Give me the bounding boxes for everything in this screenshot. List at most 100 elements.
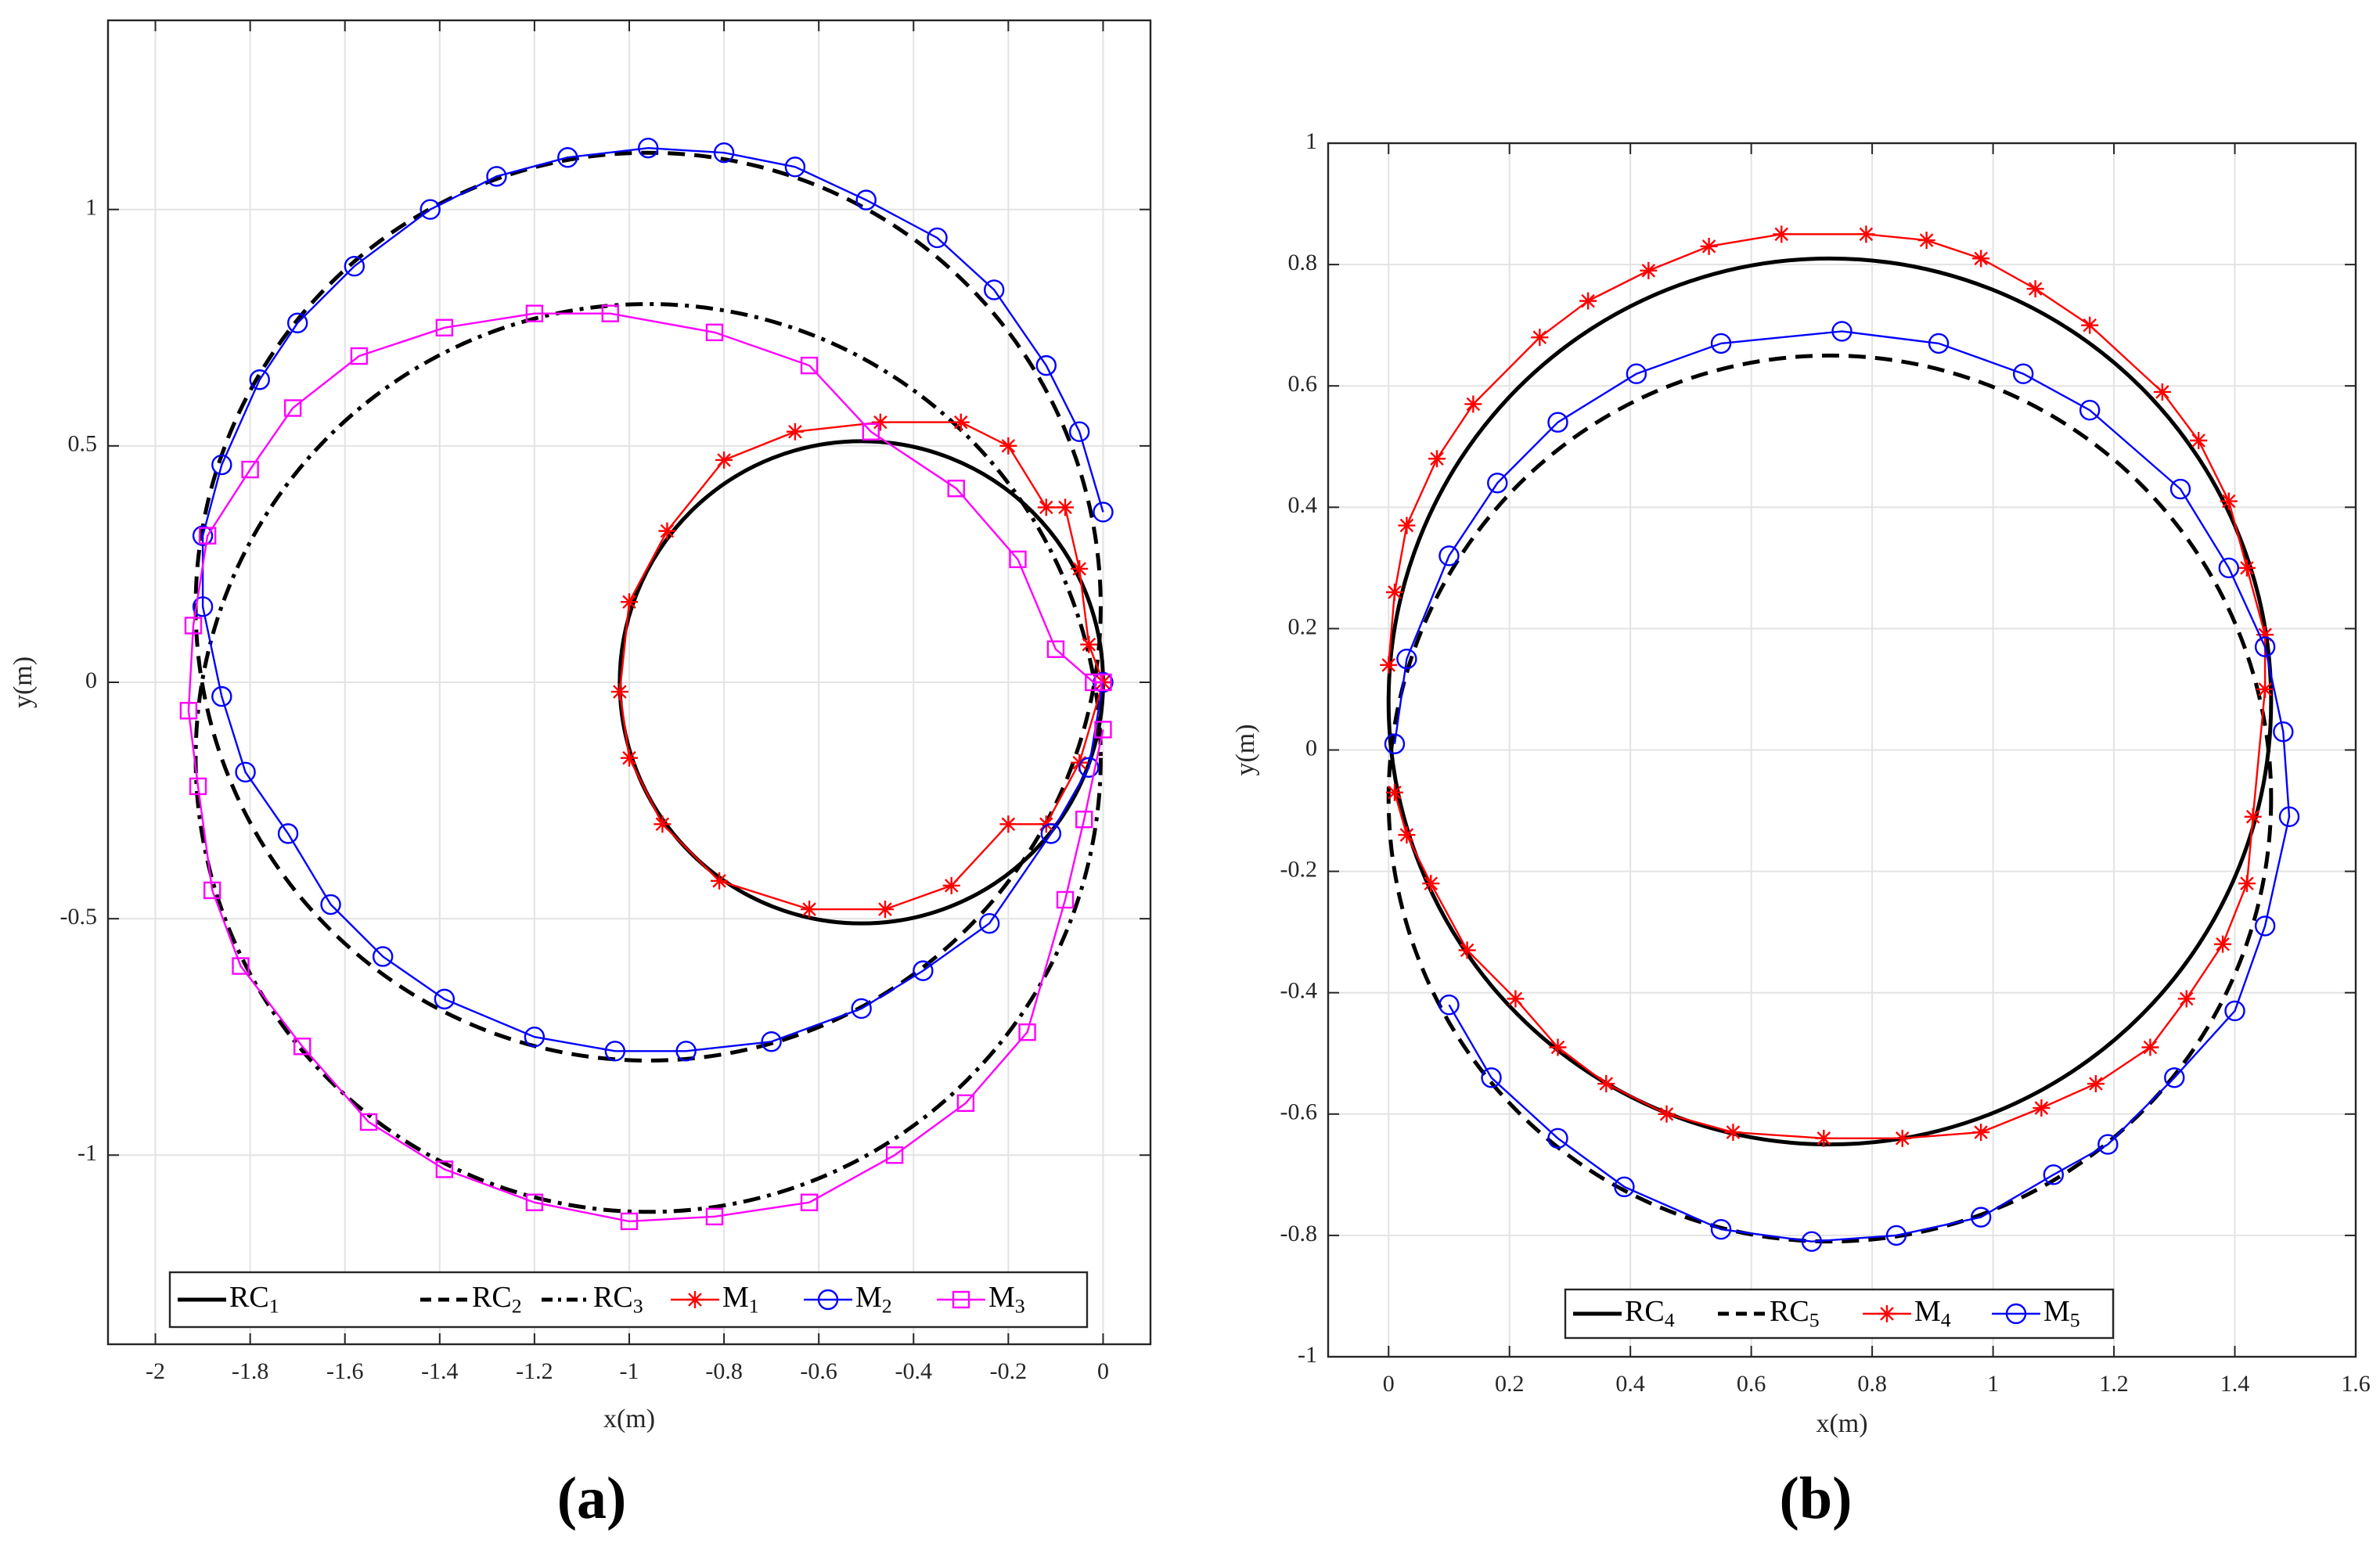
series-m5-point [1928,333,1950,354]
series-m1-point [786,423,804,441]
legend-label: M2 [855,1281,892,1318]
series-m3-line [187,312,1104,1223]
legend-item-m1: M1 [671,1281,759,1318]
series-m2-point [675,1041,697,1062]
series-m4-point [2033,1099,2051,1117]
series-m3-point [179,702,198,720]
series-m5-point [2224,1000,2245,1022]
series-m5-point [1438,545,1460,566]
series-m4-point [1700,237,1718,255]
series-m5-point [2254,915,2276,937]
series-m3-point [350,347,369,365]
series-m4-point [2256,626,2274,644]
series-m5-point [1438,994,1460,1016]
series-m3-point [198,527,217,545]
panel-b-grid [1328,142,2357,1358]
series-m1-point [1071,754,1089,772]
series-m4-point [1640,261,1658,279]
x-tick-label: -0.6 [800,1358,837,1384]
y-tick-label: -0.5 [60,904,98,930]
series-m4-point [1422,875,1440,893]
series-m4-point [1579,292,1597,310]
y-tick-label: -0.2 [1280,856,1318,882]
series-m1-point [621,749,638,767]
panel-a-series [179,137,1114,1231]
series-m4-point [2087,1075,2105,1093]
series-m2-point [1078,757,1100,778]
series-m4-point [1815,1129,1833,1147]
series-m3-point [435,1160,454,1178]
legend-label: M5 [2043,1295,2080,1332]
y-tick-label: 0.5 [68,431,98,457]
y-tick-label: 0 [1305,735,1317,761]
series-m2-point [638,137,659,159]
series-m5-point [1885,1225,1907,1246]
series-m4-point [2238,559,2256,577]
series-m1-point [1037,498,1055,516]
series-m4-point [1658,1105,1676,1123]
series-m5-point [2164,1067,2185,1088]
series-m4-point [1857,225,1875,243]
panel-b-y-axis-label: y(m) [1231,724,1260,775]
series-m3-point [800,1193,819,1211]
legend-label: RC1 [229,1281,279,1318]
series-m5-point [1801,1231,1823,1252]
series-m4-line [1388,233,2267,1140]
y-tick-label: 0.4 [1288,492,1318,518]
series-m1-point [1080,635,1098,653]
series-m2-point [486,166,507,187]
series-m4-point [1385,583,1403,601]
series-m1-point [711,872,729,890]
series-m3-point [203,881,221,900]
x-tick-label: -1 [620,1358,639,1384]
series-m2-point [434,988,455,1010]
series-m4-point [1385,783,1403,801]
series-m5-point [2169,478,2191,500]
series-m1-point [1037,815,1055,833]
y-tick-label: -1 [1298,1342,1317,1368]
series-m2-point [1068,421,1090,442]
series-m2-point [277,823,299,844]
series-m4-point [2256,680,2274,698]
panel-b-label: (b) [1780,1466,1853,1531]
y-tick-label: 0 [85,667,97,693]
x-tick-label: -0.4 [895,1358,933,1384]
series-m3-point [705,323,724,342]
series-m3-point [189,777,207,796]
series-m4-point [2190,431,2208,449]
series-m2-point [419,199,441,220]
series-m2-point [713,142,735,164]
series-m1-point [952,413,970,431]
y-tick-label: 1 [1305,128,1317,154]
panel-a-y-axis-label: y(m) [9,656,38,708]
series-m3-point [1085,673,1103,692]
series-m3-point [705,1207,724,1226]
series-m5-point [1487,473,1508,494]
series-m4-point [2220,492,2238,510]
series-m5-point [1970,1207,1992,1228]
series-m5-point [2097,1134,2119,1155]
series-m5-point [1710,333,1732,354]
series-m1-point [1057,498,1075,516]
series-m2-point [524,1027,545,1048]
x-tick-label: -1.8 [232,1358,269,1384]
panel-b-series [1380,225,2300,1252]
legend-label: RC5 [1770,1295,1820,1332]
series-m2-point [851,998,872,1020]
series-m5-point [1710,1218,1732,1240]
series-m2-point [784,156,806,178]
series-m4-point [2238,875,2256,893]
series-m3-point [601,304,619,322]
series-m2-point [927,227,948,249]
panel-b-x-axis-label: x(m) [1816,1409,1867,1438]
series-m5-point [1626,363,1647,384]
series-m1-point [621,593,638,611]
y-tick-label: 0.6 [1288,371,1318,397]
legend-label: M1 [722,1281,759,1318]
series-m4-point [2214,935,2232,953]
series-m5-point [2273,721,2294,743]
legend-marker [2005,1303,2027,1325]
series-m2-point [211,685,232,707]
x-tick-label: 1.6 [2341,1371,2371,1397]
